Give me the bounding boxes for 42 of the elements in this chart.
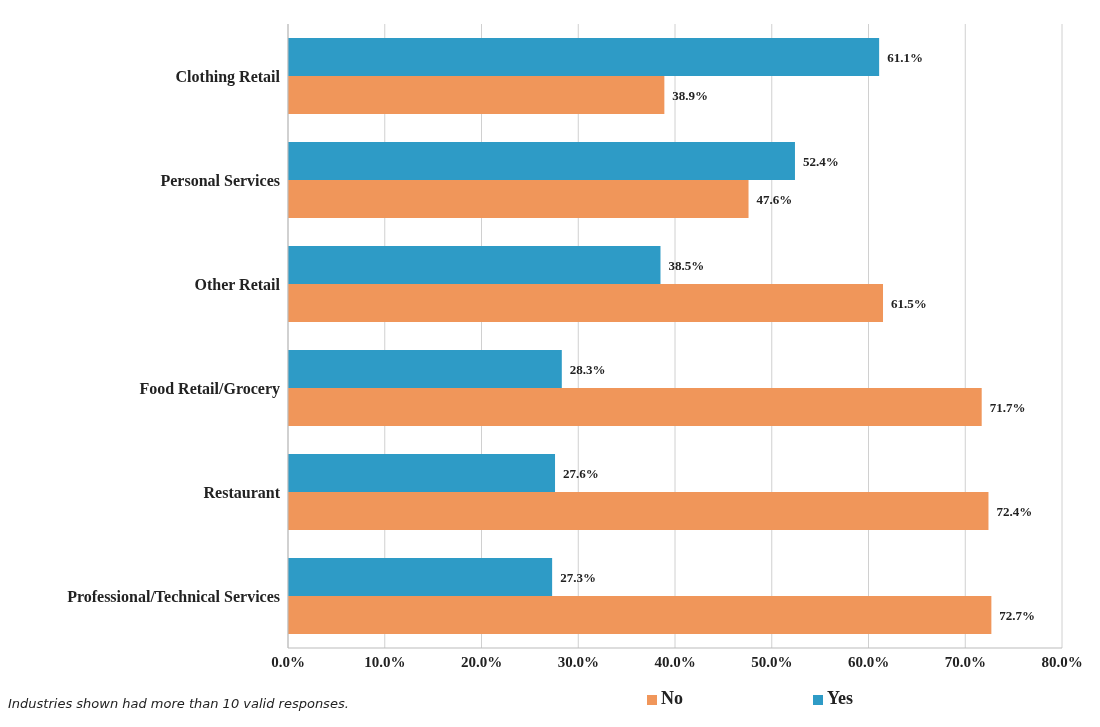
- data-label: 38.5%: [668, 257, 705, 273]
- x-tick-label: 80.0%: [1041, 653, 1083, 670]
- bar: [288, 180, 749, 218]
- x-tick-label: 60.0%: [847, 653, 890, 670]
- bar: [288, 284, 884, 322]
- x-tick-label: 30.0%: [557, 653, 599, 670]
- text: Industries shown had more than 10 valid responses.: [8, 696, 349, 711]
- data-label: 27.6%: [563, 465, 599, 481]
- bar: [288, 388, 982, 426]
- bar: [288, 350, 562, 388]
- y-tick-label: Restaurant: [203, 483, 281, 501]
- data-label: 71.7%: [989, 399, 1026, 415]
- data-label: 47.6%: [756, 191, 793, 207]
- x-tick-label: 70.0%: [944, 653, 986, 670]
- data-label: 72.4%: [996, 503, 1033, 519]
- data-label: 61.5%: [891, 295, 927, 311]
- y-tick-label: Professional/Technical Services: [67, 587, 280, 605]
- x-tick-label: 0.0%: [271, 653, 305, 670]
- y-tick-label: Food Retail/Grocery: [139, 379, 280, 398]
- legend-label: Yes: [827, 688, 853, 708]
- data-label: 52.4%: [802, 153, 839, 169]
- y-tick-label: Other Retail: [194, 275, 281, 293]
- y-tick-label: Clothing Retail: [175, 67, 281, 86]
- y-tick-label: Personal Services: [160, 171, 280, 189]
- data-label: 27.3%: [560, 569, 596, 585]
- bar: [288, 454, 556, 492]
- bar: [288, 142, 795, 180]
- data-label: 61.1%: [887, 49, 923, 65]
- x-tick-label: 10.0%: [364, 653, 406, 670]
- data-label: 38.9%: [672, 87, 709, 103]
- bar: [288, 492, 989, 530]
- bar: [288, 246, 661, 284]
- bar: [288, 596, 992, 634]
- data-label: 72.7%: [999, 607, 1036, 623]
- x-tick-label: 20.0%: [460, 653, 503, 670]
- x-tick-label: 40.0%: [654, 653, 696, 670]
- x-tick-label: 50.0%: [751, 653, 793, 670]
- bar: [288, 76, 665, 114]
- data-label: 28.3%: [569, 361, 606, 377]
- bar: [288, 558, 553, 596]
- legend-label: No: [661, 688, 683, 708]
- bar: [288, 38, 880, 76]
